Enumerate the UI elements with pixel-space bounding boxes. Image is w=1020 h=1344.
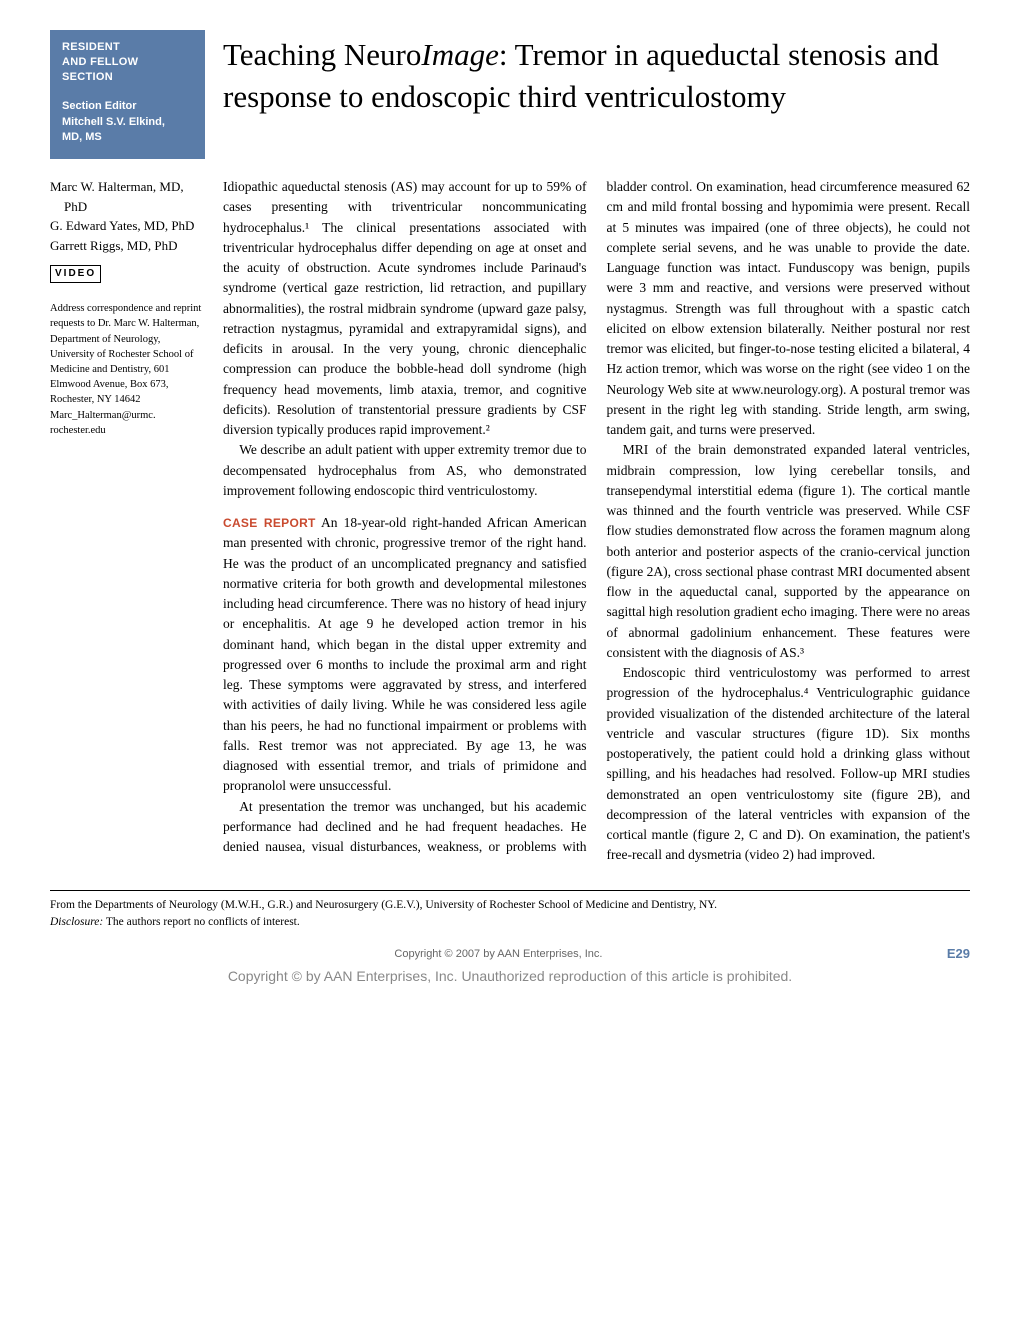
affiliation-text: From the Departments of Neurology (M.W.H… bbox=[50, 897, 970, 914]
bottom-bar: Copyright © 2007 by AAN Enterprises, Inc… bbox=[50, 945, 970, 964]
video-badge[interactable]: VIDEO bbox=[50, 265, 101, 283]
section-category: RESIDENT AND FELLOW SECTION bbox=[62, 40, 193, 85]
section-editor-name: Mitchell S.V. Elkind, bbox=[62, 115, 193, 130]
section-editor-label: Section Editor bbox=[62, 99, 193, 114]
case-report-heading: CASE REPORT bbox=[223, 516, 316, 530]
section-line: AND FELLOW bbox=[62, 55, 193, 70]
section-editor-creds: MD, MS bbox=[62, 130, 193, 145]
author: G. Edward Yates, MD, PhD bbox=[50, 216, 205, 236]
disclosure-label: Disclosure: bbox=[50, 916, 103, 928]
copyright-short: Copyright © 2007 by AAN Enterprises, Inc… bbox=[394, 947, 602, 963]
body-paragraph: Idiopathic aqueductal stenosis (AS) may … bbox=[223, 177, 587, 440]
section-line: SECTION bbox=[62, 70, 193, 85]
article-title: Teaching NeuroImage: Tremor in aqueducta… bbox=[205, 30, 970, 118]
affiliation-footer: From the Departments of Neurology (M.W.H… bbox=[50, 890, 970, 932]
correspondence-address: Address correspondence and reprint reque… bbox=[50, 301, 205, 438]
case-report-paragraph: CASE REPORT An 18-year-old right-handed … bbox=[223, 513, 587, 797]
disclosure: Disclosure: The authors report no confli… bbox=[50, 914, 970, 931]
case-report-text: An 18-year-old right-handed African Amer… bbox=[223, 515, 587, 793]
author: Marc W. Halterman, MD, PhD bbox=[50, 177, 205, 216]
author: Garrett Riggs, MD, PhD bbox=[50, 236, 205, 256]
disclosure-text: The authors report no conflicts of inter… bbox=[103, 916, 300, 928]
left-sidebar: Marc W. Halterman, MD, PhD G. Edward Yat… bbox=[50, 177, 205, 438]
section-label-block: RESIDENT AND FELLOW SECTION Section Edit… bbox=[50, 30, 205, 159]
title-pre: Teaching Neuro bbox=[223, 37, 421, 72]
body-paragraph: We describe an adult patient with upper … bbox=[223, 440, 587, 501]
body-paragraph: Endoscopic third ventriculostomy was per… bbox=[607, 663, 971, 866]
main-row: Marc W. Halterman, MD, PhD G. Edward Yat… bbox=[50, 177, 970, 866]
copyright-watermark: Copyright © by AAN Enterprises, Inc. Una… bbox=[50, 966, 970, 986]
page-number: E29 bbox=[947, 945, 970, 964]
title-italic: Image bbox=[421, 37, 498, 72]
author-list: Marc W. Halterman, MD, PhD G. Edward Yat… bbox=[50, 177, 205, 255]
body-paragraph: MRI of the brain demonstrated expanded l… bbox=[607, 440, 971, 663]
header-row: RESIDENT AND FELLOW SECTION Section Edit… bbox=[50, 30, 970, 159]
section-line: RESIDENT bbox=[62, 40, 193, 55]
article-body: Idiopathic aqueductal stenosis (AS) may … bbox=[223, 177, 970, 866]
